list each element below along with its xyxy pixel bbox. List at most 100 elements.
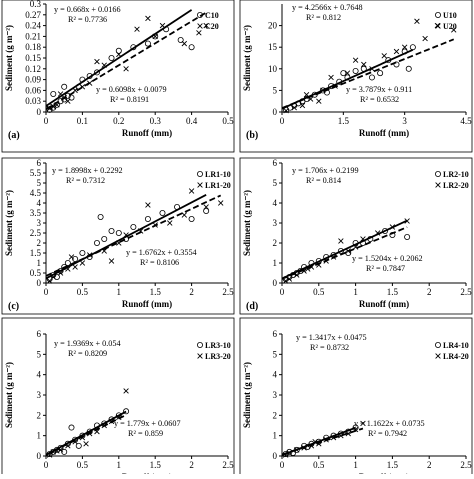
x-tick-label: 0 xyxy=(280,116,285,126)
y-tick-label: 1 xyxy=(273,258,278,268)
x-tick-label: 0 xyxy=(280,287,285,297)
data-point-LR1-10 xyxy=(79,249,86,256)
x-axis-label: Runoff (mm) xyxy=(122,128,172,138)
x-tick-label: 4.5 xyxy=(460,116,472,126)
trendline-C10 xyxy=(45,9,193,107)
legend-label-U20: U20 xyxy=(443,22,457,31)
trendline-LR4-20 xyxy=(281,427,364,456)
y-tick-label: 0.12 xyxy=(25,64,41,74)
data-point-U20 xyxy=(369,66,375,72)
x-tick-label: 3 xyxy=(402,116,407,126)
y-tick-label: 3.5 xyxy=(30,208,42,218)
y-tick-label: 10 xyxy=(268,64,278,74)
data-point-LR4-20 xyxy=(352,426,359,433)
data-point-LR2-10 xyxy=(308,259,315,266)
data-point-C10 xyxy=(177,37,184,44)
y-tick-label: 3 xyxy=(273,390,278,400)
data-point-U10 xyxy=(352,67,359,74)
x-tick-label: 2 xyxy=(427,460,432,470)
trendline-LR1-20 xyxy=(45,194,222,277)
data-point-LR2-20 xyxy=(294,272,300,278)
data-point-LR2-20 xyxy=(330,254,337,260)
data-point-LR1-20 xyxy=(137,228,144,234)
equation-C10: y = 0.668x + 0.0166 xyxy=(54,5,121,14)
data-point-LR2-20 xyxy=(301,268,307,274)
legend-marker-LR4-20 xyxy=(435,353,441,359)
data-point-LR2-20 xyxy=(305,266,311,272)
data-point-C20 xyxy=(152,33,158,40)
equation-LR3-20: y = 1.779x + 0.0607 xyxy=(114,419,181,428)
legend-marker-U20 xyxy=(435,23,441,29)
x-axis-label: Runoff (mm) xyxy=(359,128,409,138)
data-point-LR1-10 xyxy=(108,227,115,234)
data-point-LR1-20 xyxy=(145,202,151,208)
x-tick-label: 2.5 xyxy=(222,287,234,297)
data-point-U20 xyxy=(381,53,387,59)
data-point-LR1-10 xyxy=(174,203,181,210)
y-tick-label: 2.5 xyxy=(30,228,42,238)
data-point-LR1-10 xyxy=(159,209,166,216)
data-point-U10 xyxy=(344,74,351,81)
legend-label-C10: C10 xyxy=(205,11,219,20)
data-point-C20 xyxy=(203,22,209,29)
data-point-LR2-20 xyxy=(338,238,344,244)
x-tick-label: 1 xyxy=(117,460,122,470)
y-tick-label: 0.24 xyxy=(25,21,41,31)
x-tick-label: 1.5 xyxy=(338,116,350,126)
x-tick-label: 1.5 xyxy=(387,460,399,470)
y-tick-label: 15 xyxy=(268,42,278,52)
data-point-LR3-20 xyxy=(72,439,78,445)
data-point-LR3-20 xyxy=(108,418,115,425)
data-point-U20 xyxy=(320,87,326,94)
data-point-LR1-20 xyxy=(181,212,188,218)
legend-label-U10: U10 xyxy=(443,11,457,20)
x-tick-label: 1.5 xyxy=(150,287,162,297)
data-point-LR1-20 xyxy=(86,252,93,258)
x-tick-label: 0.5 xyxy=(77,287,89,297)
data-point-C20 xyxy=(123,66,129,72)
y-tick-label: 2 xyxy=(37,410,42,420)
data-point-LR2-10 xyxy=(323,253,330,260)
legend-marker-LR2-20 xyxy=(435,182,441,188)
data-point-LR2-20 xyxy=(282,278,289,284)
legend-label-LR4-10: LR4-10 xyxy=(443,341,469,350)
trendline-U20 xyxy=(281,38,455,109)
data-point-LR1-20 xyxy=(68,254,75,260)
data-point-U20 xyxy=(328,74,334,81)
data-point-LR4-20 xyxy=(338,432,344,439)
y-tick-label: 6 xyxy=(37,329,42,339)
y-tick-label: 0 xyxy=(273,278,278,288)
y-tick-label: 4.5 xyxy=(30,188,42,198)
data-point-U20 xyxy=(393,48,400,55)
panel-border xyxy=(239,317,473,479)
data-point-C10 xyxy=(152,33,159,40)
y-tick-label: 0.15 xyxy=(25,53,41,63)
data-point-C10 xyxy=(108,55,115,62)
data-point-U10 xyxy=(360,65,367,72)
y-tick-label: 0 xyxy=(273,451,278,461)
data-point-U10 xyxy=(409,44,416,51)
data-point-LR3-20 xyxy=(54,448,60,454)
data-point-LR1-10 xyxy=(64,259,71,266)
legend-marker-LR2-10 xyxy=(434,170,441,177)
trendline-C20 xyxy=(45,11,207,110)
y-tick-label: 1 xyxy=(37,258,42,268)
data-point-C10 xyxy=(93,69,100,76)
y-axis-label: Sediment (g m⁻²) xyxy=(4,190,14,256)
data-point-LR1-20 xyxy=(203,204,209,210)
y-tick-label: 5 xyxy=(273,85,278,95)
legend-marker-LR3-10 xyxy=(196,341,203,348)
data-point-LR4-20 xyxy=(286,450,293,456)
y-tick-label: 20 xyxy=(268,21,278,31)
equation-LR3-10: y = 1.9369x + 0.054 xyxy=(54,339,121,348)
data-point-LR2-10 xyxy=(382,227,389,234)
y-tick-label: 0.3 xyxy=(30,0,42,9)
data-point-U20 xyxy=(361,61,367,68)
y-tick-label: 3 xyxy=(37,390,42,400)
legend-label-LR2-20: LR2-20 xyxy=(443,181,469,190)
y-axis-label: Sediment (g m⁻²) xyxy=(242,25,252,91)
x-tick-label: 0.5 xyxy=(222,116,234,126)
y-tick-label: 0 xyxy=(37,107,42,117)
data-point-LR1-10 xyxy=(130,223,137,230)
